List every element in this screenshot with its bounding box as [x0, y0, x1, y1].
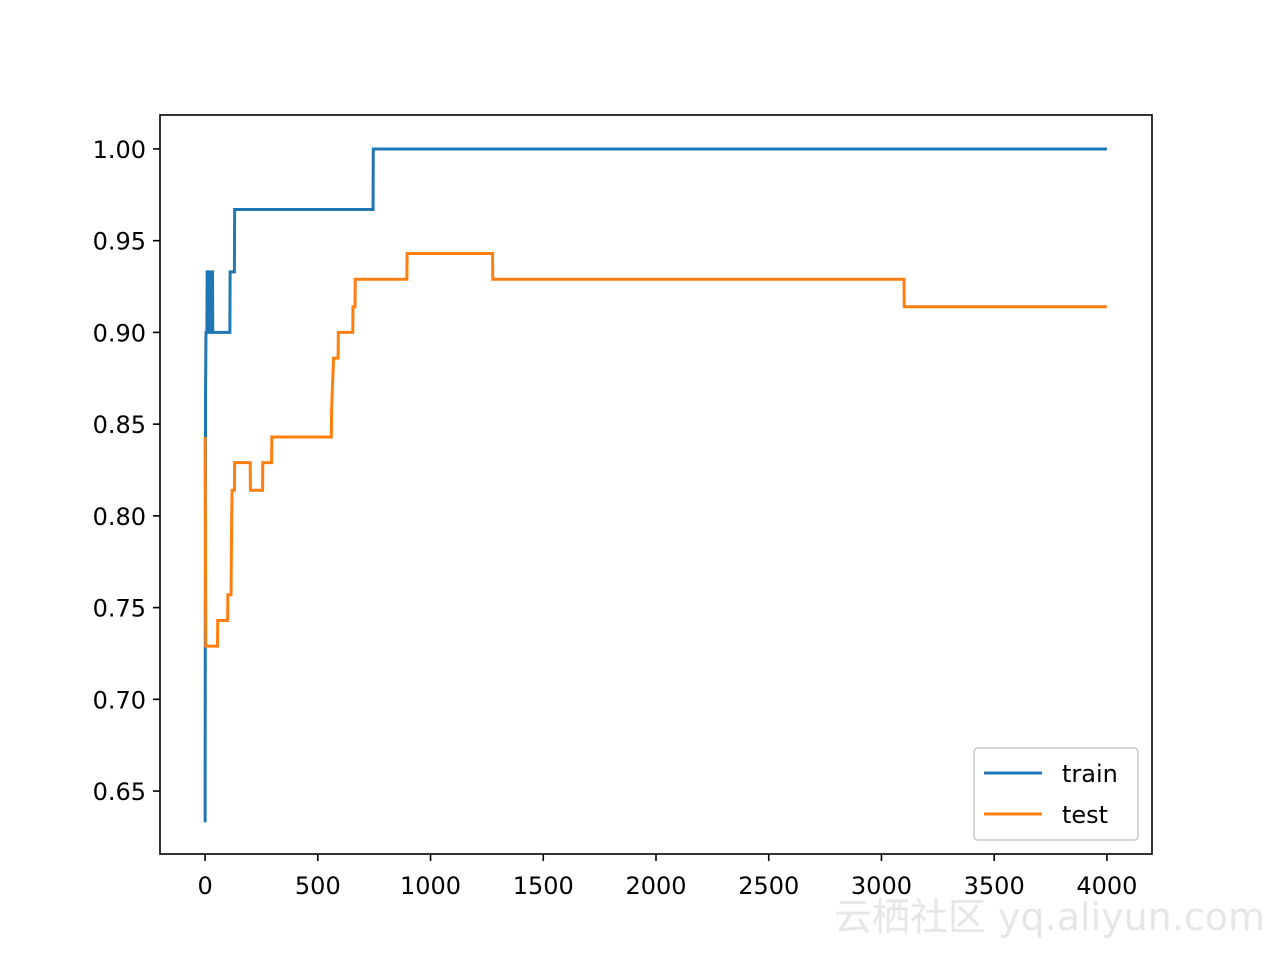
legend-label: train: [1062, 760, 1118, 788]
line-series: [203, 147, 1107, 823]
x-tick-label: 2500: [738, 872, 799, 900]
x-tick-label: 3500: [964, 872, 1025, 900]
x-tick-label: 4000: [1076, 872, 1137, 900]
x-tick-label: 3000: [851, 872, 912, 900]
legend-label: test: [1062, 801, 1108, 829]
y-tick-label: 0.90: [93, 319, 146, 347]
y-tick-label: 0.80: [93, 503, 146, 531]
y-tick-label: 0.85: [93, 411, 146, 439]
plot-frame: [159, 114, 1153, 855]
y-tick-label: 0.95: [93, 228, 146, 256]
x-tick-label: 2000: [625, 872, 686, 900]
y-tick-label: 0.75: [93, 595, 146, 623]
y-tick-label: 1.00: [93, 136, 146, 164]
legend-box: [973, 747, 1139, 841]
line-series: [203, 252, 1107, 648]
x-tick-label: 1500: [513, 872, 574, 900]
x-tick-label: 0: [197, 872, 212, 900]
y-tick-label: 0.70: [93, 686, 146, 714]
y-tick-label: 0.65: [93, 778, 146, 806]
x-tick-label: 500: [295, 872, 341, 900]
x-tick-label: 1000: [400, 872, 461, 900]
watermark: 云栖社区 yq.aliyun.com: [834, 895, 1265, 939]
